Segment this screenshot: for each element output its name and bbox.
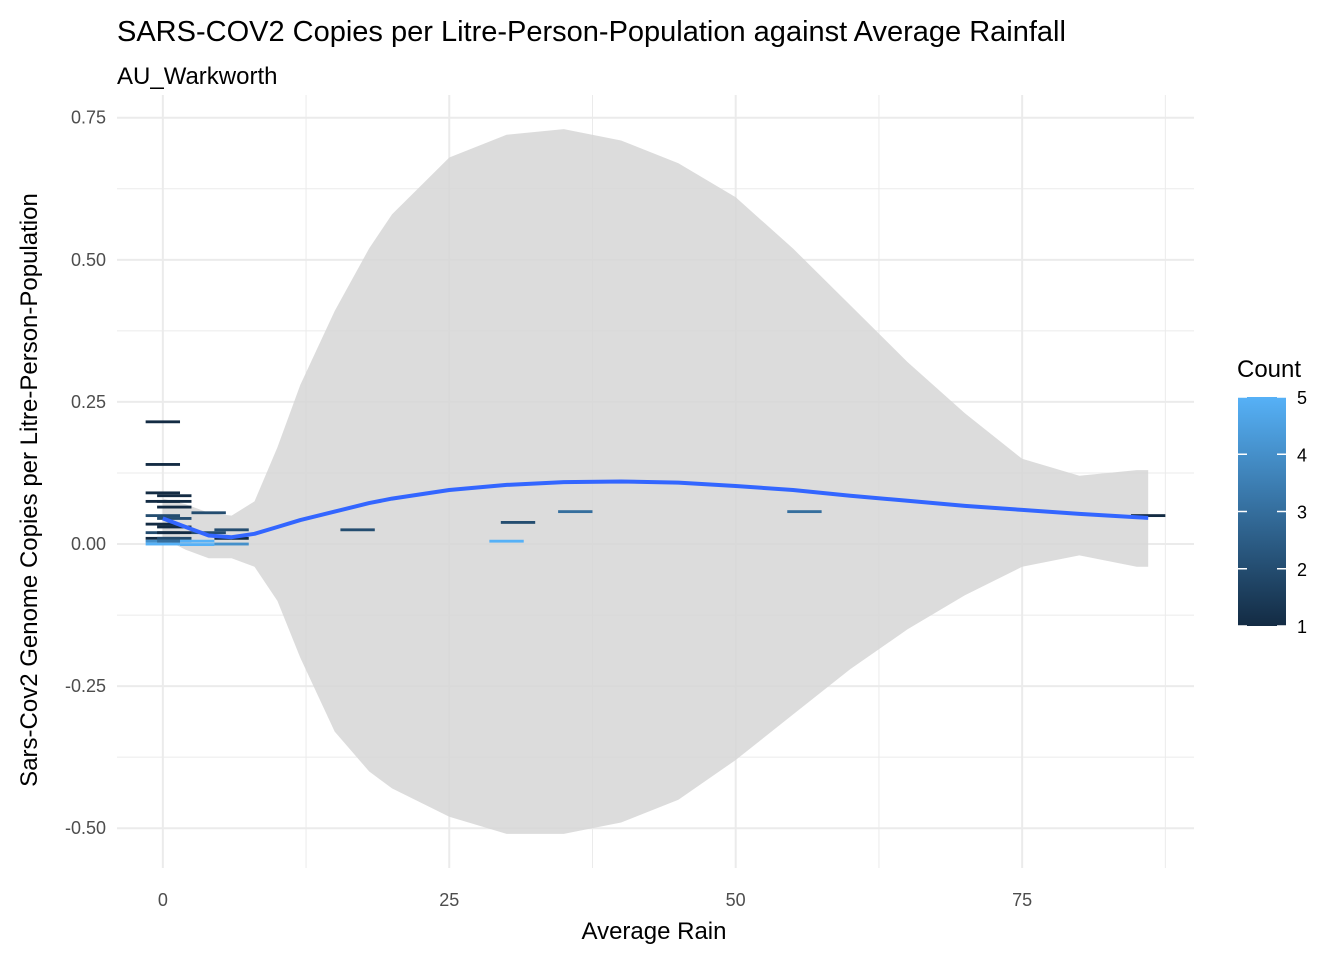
y-tick-label: 0.75 [71,108,106,128]
bin-tile [157,531,192,535]
bin-tile [157,536,192,540]
bin-tile [500,521,536,524]
y-tick-label: -0.25 [65,676,106,696]
bin-tile [157,505,192,509]
x-tick-label: 75 [1012,890,1032,910]
bins [145,420,1166,547]
bin-tile [145,542,181,546]
smooth-line [162,479,1149,540]
legend-tick-label: 3 [1297,503,1307,523]
y-tick-label: 0.25 [71,392,106,412]
bin-tile [157,499,192,503]
x-tick-label: 50 [726,890,746,910]
bin-tile [157,494,192,498]
bin-tile [145,491,181,495]
y-tick-labels: -0.50 -0.25 0.00 0.25 0.50 0.75 [65,108,106,838]
bin-tile [157,539,192,543]
bin-tile [214,528,249,532]
bin-tile [214,542,249,546]
legend: Count 1 2 3 4 5 [1237,356,1307,637]
bin-tile [489,539,524,543]
y-axis-title: Sars-Cov2 Genome Copies per Litre-Person… [16,193,43,787]
bin-tile [180,543,215,547]
x-tick-label: 25 [439,890,459,910]
legend-ticks: 1 2 3 4 5 [1238,388,1307,637]
y-tick-label: -0.50 [65,818,106,838]
legend-tick-label: 5 [1297,388,1307,408]
y-tick-label: 0.50 [71,250,106,270]
x-tick-label: 0 [158,890,168,910]
legend-title: Count [1237,356,1301,383]
bin-tile [1130,514,1166,518]
bin-tile [157,525,192,529]
x-tick-labels: 0 25 50 75 [158,890,1032,910]
bin-tile [558,510,593,514]
bin-tile [145,522,181,526]
bin-tile [180,539,215,543]
bin-tile [145,514,181,518]
x-axis-title: Average Rain [582,918,727,945]
legend-tick-label: 2 [1297,560,1307,580]
bin-tile [787,510,822,514]
chart-title: SARS-COV2 Copies per Litre-Person-Popula… [117,16,1066,48]
chart-subtitle: AU_Warkworth [117,63,277,90]
bin-tile [145,420,181,424]
bin-tile [145,463,181,466]
bin-tile [191,531,226,535]
bin-tile [191,511,226,515]
legend-tick-label: 1 [1297,617,1307,637]
bin-tile [157,517,192,520]
bin-tile [340,528,375,532]
legend-tick-label: 4 [1297,445,1307,465]
y-tick-label: 0.00 [71,534,106,554]
